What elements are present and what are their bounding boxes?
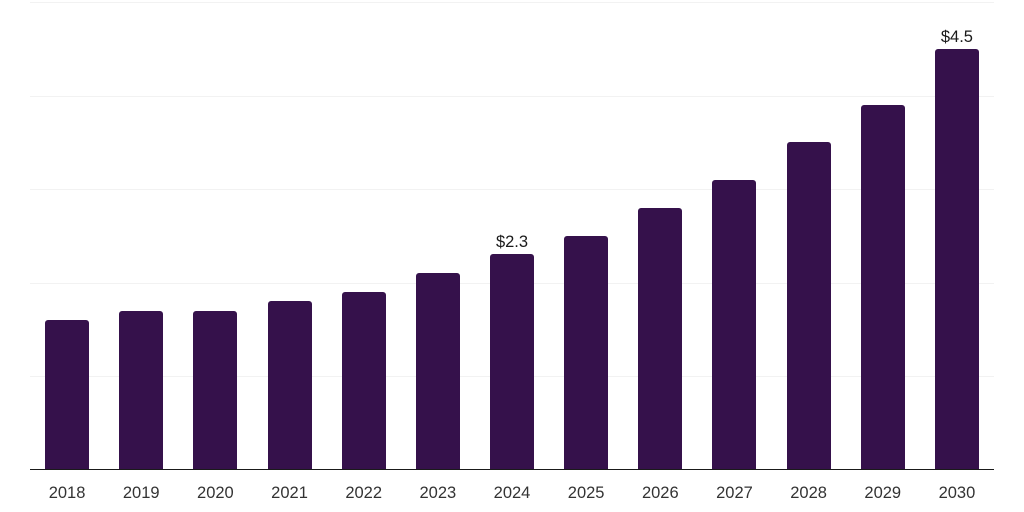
- x-tick-label-2019: 2019: [122, 484, 160, 502]
- x-tick-label-2024: 2024: [493, 484, 531, 502]
- x-tick-label-2026: 2026: [641, 484, 679, 502]
- bar-2018: [45, 319, 90, 470]
- bar-value-label-2024: $2.3: [495, 233, 529, 252]
- bar-2021: [267, 301, 312, 470]
- bar-2023: [415, 273, 460, 470]
- bar-2020: [193, 310, 238, 470]
- bar-value-label-2030: $4.5: [940, 27, 973, 46]
- gridline: [30, 95, 994, 97]
- x-tick-label-2018: 2018: [48, 484, 86, 502]
- bar-2019: [119, 310, 164, 470]
- gridline: [30, 189, 994, 190]
- bar-2025: [564, 235, 609, 470]
- x-axis-line: [30, 469, 994, 470]
- gridline: [30, 2, 994, 3]
- x-tick-label-2030: 2030: [938, 484, 976, 502]
- bar-2024: [490, 254, 534, 470]
- x-tick-label-2022: 2022: [345, 484, 383, 502]
- x-tick-label-2029: 2029: [864, 484, 902, 502]
- x-tick-label-2025: 2025: [567, 484, 605, 502]
- x-tick-label-2021: 2021: [271, 484, 308, 502]
- bar-2028: [786, 142, 831, 470]
- bar-2022: [341, 291, 386, 470]
- x-tick-label-2027: 2027: [716, 484, 753, 502]
- bar-2030: [934, 48, 979, 470]
- x-tick-label-2023: 2023: [419, 484, 457, 502]
- x-tick-label-2028: 2028: [790, 484, 827, 502]
- bar-2029: [860, 104, 905, 470]
- bar-2027: [712, 179, 757, 470]
- bar-2026: [638, 207, 683, 470]
- x-tick-label-2020: 2020: [197, 484, 234, 502]
